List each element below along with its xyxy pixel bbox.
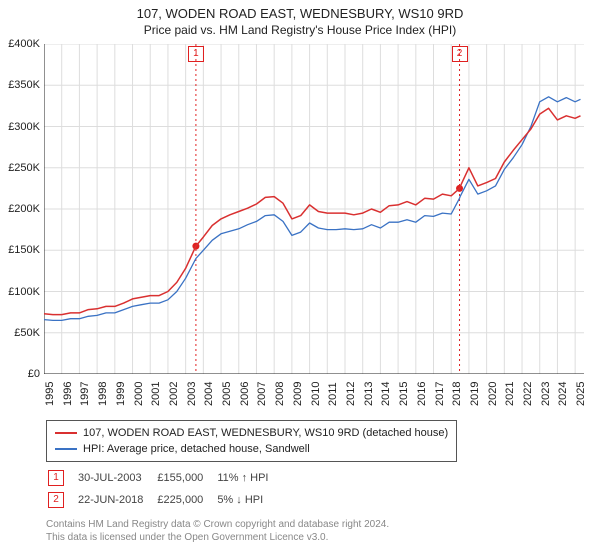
x-tick-label: 2004: [203, 382, 215, 406]
x-tick-label: 2009: [292, 382, 304, 406]
x-tick-label: 2010: [310, 382, 322, 406]
sale-date: 22-JUN-2018: [78, 490, 155, 510]
series-line: [44, 108, 581, 314]
sale-marker: 2: [452, 46, 468, 62]
x-tick-label: 2019: [469, 382, 481, 406]
x-tick-label: 2011: [327, 382, 339, 406]
x-tick-label: 1996: [62, 382, 74, 406]
footer-attribution: Contains HM Land Registry data © Crown c…: [46, 518, 389, 544]
x-tick-label: 2021: [504, 382, 516, 406]
x-tick-label: 1998: [97, 382, 109, 406]
x-tick-label: 2018: [451, 382, 463, 406]
x-tick-label: 2000: [133, 382, 145, 406]
sale-row: 2 22-JUN-2018£225,0005% ↓ HPI: [48, 490, 280, 510]
y-tick-label: £150K: [8, 244, 40, 256]
y-tick-label: £50K: [14, 327, 40, 339]
x-tick-label: 2006: [239, 382, 251, 406]
legend-swatch: [55, 432, 77, 434]
sale-row: 1 30-JUL-2003£155,00011% ↑ HPI: [48, 468, 280, 488]
y-tick-label: £0: [28, 368, 40, 380]
sale-marker: 1: [188, 46, 204, 62]
sale-hpi-diff: 11% ↑ HPI: [217, 468, 280, 488]
y-tick-label: £100K: [8, 286, 40, 298]
x-tick-label: 2013: [363, 382, 375, 406]
x-tick-label: 2003: [186, 382, 198, 406]
x-tick-label: 1997: [79, 382, 91, 406]
y-tick-label: £250K: [8, 162, 40, 174]
x-tick-label: 2007: [256, 382, 268, 406]
x-tick-label: 2001: [150, 382, 162, 406]
x-tick-label: 2014: [380, 382, 392, 406]
x-tick-label: 1999: [115, 382, 127, 406]
x-tick-label: 2012: [345, 382, 357, 406]
legend-item: HPI: Average price, detached house, Sand…: [55, 441, 448, 457]
chart-container: 107, WODEN ROAD EAST, WEDNESBURY, WS10 9…: [0, 0, 600, 560]
x-tick-label: 2025: [575, 382, 587, 406]
sale-marker: 2: [48, 492, 64, 508]
legend-label: 107, WODEN ROAD EAST, WEDNESBURY, WS10 9…: [83, 425, 448, 441]
sale-marker: 1: [48, 470, 64, 486]
sale-date: 30-JUL-2003: [78, 468, 155, 488]
legend-label: HPI: Average price, detached house, Sand…: [83, 441, 310, 457]
x-tick-label: 2017: [434, 382, 446, 406]
x-tick-label: 2015: [398, 382, 410, 406]
x-tick-label: 2023: [540, 382, 552, 406]
x-tick-label: 2005: [221, 382, 233, 406]
y-tick-label: £400K: [8, 38, 40, 50]
sale-hpi-diff: 5% ↓ HPI: [217, 490, 280, 510]
x-tick-label: 1995: [44, 382, 56, 406]
plot-area: £0£50K£100K£150K£200K£250K£300K£350K£400…: [44, 44, 584, 374]
footer-line-2: This data is licensed under the Open Gov…: [46, 531, 389, 544]
chart-subtitle: Price paid vs. HM Land Registry's House …: [0, 21, 600, 41]
x-tick-label: 2016: [416, 382, 428, 406]
footer-line-1: Contains HM Land Registry data © Crown c…: [46, 518, 389, 531]
x-tick-label: 2002: [168, 382, 180, 406]
y-tick-label: £300K: [8, 121, 40, 133]
sales-table: 1 30-JUL-2003£155,00011% ↑ HPI 2 22-JUN-201…: [46, 466, 282, 512]
legend-item: 107, WODEN ROAD EAST, WEDNESBURY, WS10 9…: [55, 425, 448, 441]
plot-svg: [44, 44, 584, 374]
y-tick-label: £350K: [8, 79, 40, 91]
y-tick-label: £200K: [8, 203, 40, 215]
chart-title: 107, WODEN ROAD EAST, WEDNESBURY, WS10 9…: [0, 0, 600, 21]
sale-price: £225,000: [157, 490, 215, 510]
legend-swatch: [55, 448, 77, 450]
legend: 107, WODEN ROAD EAST, WEDNESBURY, WS10 9…: [46, 420, 457, 462]
sale-price: £155,000: [157, 468, 215, 488]
x-tick-label: 2024: [557, 382, 569, 406]
x-tick-label: 2008: [274, 382, 286, 406]
x-tick-label: 2020: [487, 382, 499, 406]
x-tick-label: 2022: [522, 382, 534, 406]
